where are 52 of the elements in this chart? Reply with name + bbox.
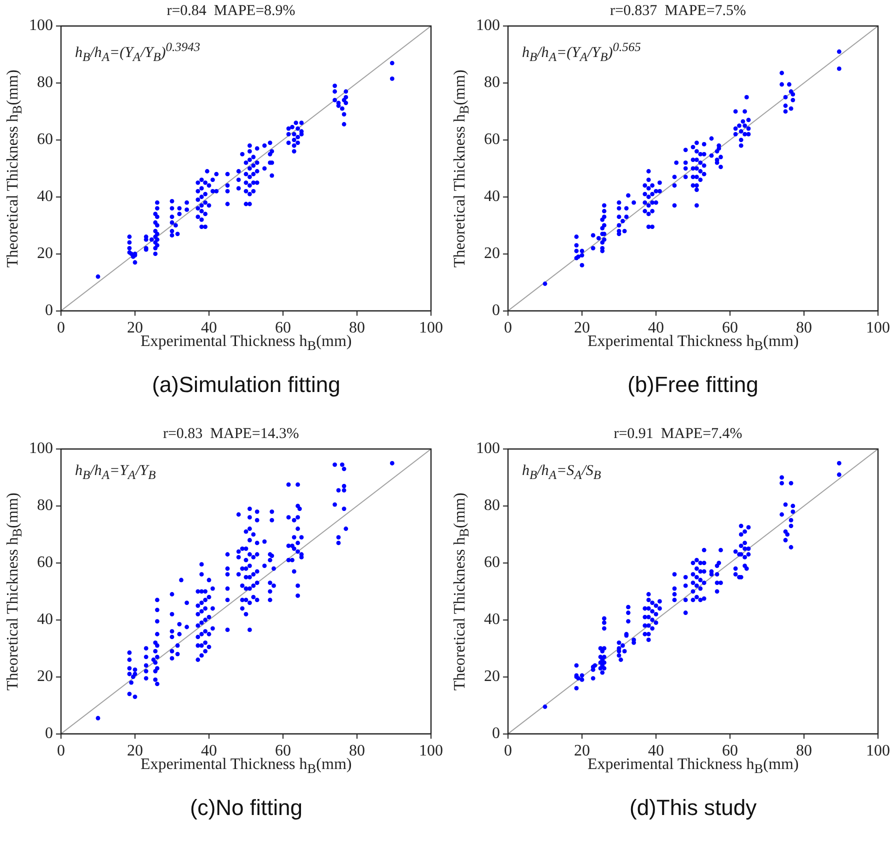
y-tick-label: 20 <box>484 668 500 686</box>
y-tick-label: 40 <box>484 611 500 628</box>
y-tick-label: 40 <box>484 188 500 206</box>
x-tick-label: 20 <box>127 742 143 760</box>
x-tick-label: 0 <box>57 320 65 337</box>
y-tick-label: 0 <box>45 302 53 320</box>
annotation: h$_{B}$/h$_{A}$=S$_{A}$/S$_{B}$ <box>522 463 602 483</box>
y-tick-label: 80 <box>484 74 500 92</box>
y-tick-label: 20 <box>37 668 53 686</box>
y-tick-label: 20 <box>484 245 500 262</box>
x-tick-label: 100 <box>419 320 443 337</box>
x-tick-label: 100 <box>866 320 890 337</box>
y-tick-label: 80 <box>37 497 53 514</box>
y-tick-label: 100 <box>29 440 53 458</box>
text: (d)This study <box>630 795 757 821</box>
y-tick-label: 100 <box>29 17 53 34</box>
text: h$_{B}$/h$_{A}$=(Y$_{A}$/Y$_{B}$)$^{0.3943}$ <box>75 40 200 64</box>
x-tick-label: 20 <box>127 320 143 337</box>
annotation: h$_{B}$/h$_{A}$=Y$_{A}$/Y$_{B}$ <box>75 463 156 483</box>
chart-title: r=0.91 MAPE=7.4% <box>614 426 742 442</box>
x-tick-label: 0 <box>504 320 512 337</box>
text: (a)Simulation fitting <box>152 372 340 398</box>
y-tick-label: 20 <box>37 245 53 262</box>
chart-title: r=0.84 MAPE=8.9% <box>166 2 296 19</box>
text: (b)Free fitting <box>628 372 758 398</box>
y-tick-label: 60 <box>484 554 500 572</box>
x-tick-label: 20 <box>574 742 590 760</box>
x-tick-label: 80 <box>349 742 365 760</box>
y-tick-label: 60 <box>37 554 53 572</box>
x-tick-label: 0 <box>57 742 65 760</box>
y-tick-label: 0 <box>45 725 53 742</box>
x-tick-label: 80 <box>796 742 812 760</box>
x-tick-label: 100 <box>419 742 443 760</box>
y-tick-label: 80 <box>37 74 53 92</box>
x-tick-label: 0 <box>504 742 512 760</box>
text: (c)No fitting <box>190 795 302 821</box>
y-tick-label: 0 <box>492 725 500 742</box>
y-tick-label: 40 <box>37 188 53 206</box>
x-tick-label: 100 <box>866 742 890 760</box>
x-tick-label: 80 <box>349 320 365 337</box>
y-tick-label: 60 <box>37 131 53 148</box>
text: h$_{B}$/h$_{A}$=(Y$_{A}$/Y$_{B}$)$^{0.565}$ <box>522 40 641 64</box>
chart-title: r=0.837 MAPE=7.5% <box>610 2 746 19</box>
x-tick-label: 80 <box>796 320 812 337</box>
y-tick-label: 100 <box>476 440 500 458</box>
y-tick-label: 0 <box>492 302 500 320</box>
y-tick-label: 80 <box>484 497 500 514</box>
y-tick-label: 100 <box>476 17 500 34</box>
x-tick-label: 20 <box>574 320 590 337</box>
y-tick-label: 60 <box>484 131 500 148</box>
chart-title: r=0.83 MAPE=14.3% <box>162 426 300 442</box>
y-tick-label: 40 <box>37 611 53 628</box>
